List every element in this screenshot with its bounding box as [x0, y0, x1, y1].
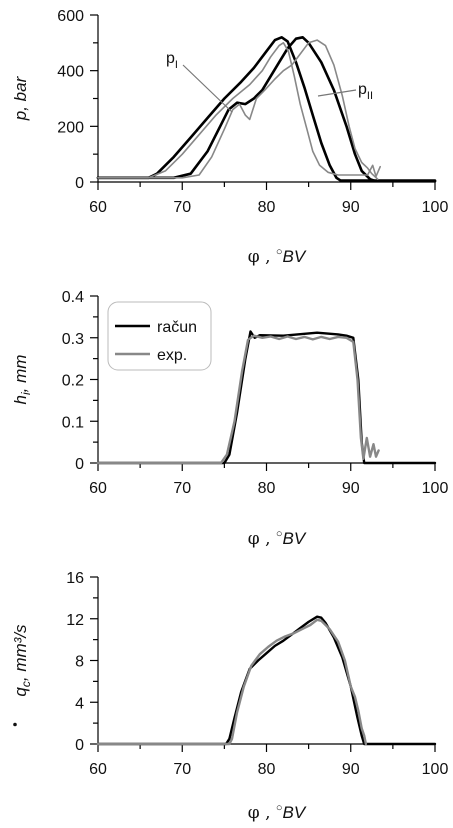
y-tick-label: 4	[75, 695, 84, 712]
x-tick-label: 60	[89, 761, 107, 778]
y-tick-label: 0.2	[62, 373, 84, 390]
annotation-leader	[317, 89, 357, 97]
x-tick-label: 70	[173, 761, 191, 778]
x-tick-label: 70	[173, 480, 191, 497]
y-tick-label: 12	[66, 612, 84, 629]
y-tick-label: 16	[66, 570, 84, 587]
legend-label: exp.	[157, 347, 187, 364]
y-axis-label: p, bar	[11, 75, 30, 121]
x-tick-label: 70	[173, 199, 191, 216]
x-tick-label: 80	[258, 480, 276, 497]
y-tick-label: 0.4	[62, 289, 84, 306]
x-tick-label: 100	[422, 761, 449, 778]
y-tick-label: 600	[57, 8, 84, 25]
chart-panel-1: 60 70 80 90 100 0 200 400 600 φ , ○BV p, bar pI pII	[11, 8, 448, 267]
annotation-p-II: pII	[358, 81, 373, 102]
annotation-p-I: pI	[166, 50, 178, 71]
x-tick-label: 90	[342, 199, 360, 216]
y-tick-label: 200	[57, 119, 84, 136]
x-tick-label: 100	[422, 199, 449, 216]
y-axis-label: qc, mm³/s	[11, 624, 33, 697]
y-tick-label: 400	[57, 64, 84, 81]
series-line-2	[96, 36, 437, 183]
series-line-1	[96, 615, 437, 746]
x-tick-label: 90	[342, 761, 360, 778]
annotation-leader	[182, 64, 233, 113]
x-tick-label: 60	[89, 480, 107, 497]
y-tick-label: 0.1	[62, 414, 84, 431]
x-axis-label: φ , ○BV	[248, 246, 307, 267]
y-axis-label: hi, mm	[11, 355, 33, 405]
legend-label: račun	[157, 319, 197, 336]
y-tick-label: 0	[75, 175, 84, 192]
y-tick-label: 0	[75, 456, 84, 473]
chart-panel-3: 60 70 80 90 100 0 4 8 12 16 φ , ○BV qc, mm³/s	[11, 570, 448, 823]
x-tick-label: 80	[258, 761, 276, 778]
y-tick-label: 0	[75, 737, 84, 754]
series-line-2	[96, 618, 368, 746]
series-line-4	[97, 39, 379, 180]
series-line-3	[97, 42, 381, 179]
qdot-mark	[13, 722, 17, 727]
series-line-2	[96, 334, 380, 465]
series-line-1	[96, 36, 437, 182]
x-tick-label: 90	[342, 480, 360, 497]
y-tick-label: 0.3	[62, 331, 84, 348]
legend: račun exp.	[107, 301, 212, 371]
x-tick-label: 60	[89, 199, 107, 216]
chart-panel-2: 60 70 80 90 100 0 0.1 0.2 0.3 0.4 φ , ○BV hi, mm rač…	[11, 289, 448, 549]
x-tick-label: 80	[258, 199, 276, 216]
x-axis-label: φ , ○BV	[248, 802, 307, 823]
x-tick-label: 100	[422, 480, 449, 497]
x-axis-label: φ , ○BV	[248, 528, 307, 549]
y-tick-label: 8	[75, 654, 84, 671]
